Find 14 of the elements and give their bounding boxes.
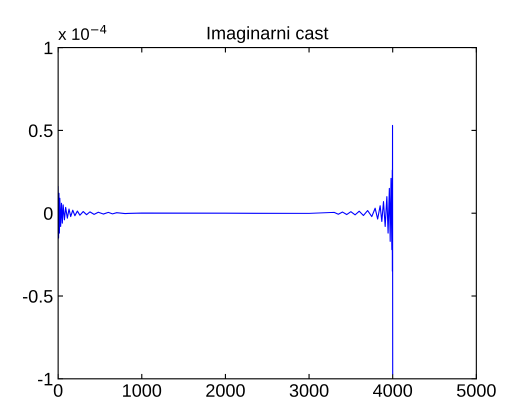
text: x 10$^{−4}$ xyxy=(58,25,106,40)
x-tick-label: 4000 xyxy=(373,384,412,397)
x-tick-label: 0 xyxy=(54,384,62,397)
x-tick-label: 1000 xyxy=(123,384,162,397)
x-tick-label: 2000 xyxy=(206,384,245,397)
x-tick-label: 3000 xyxy=(290,384,328,397)
y-tick-label: 1 xyxy=(44,42,52,54)
y-tick-label: -0.5 xyxy=(22,290,53,303)
y-tick-label: 0.5 xyxy=(28,124,53,138)
y-tick-label: 0 xyxy=(44,207,53,220)
line-series xyxy=(58,124,394,374)
chart-title: Imaginarni cast xyxy=(208,26,328,44)
x-tick-label: 5000 xyxy=(456,384,496,397)
y-tick-label: -1 xyxy=(38,372,52,386)
